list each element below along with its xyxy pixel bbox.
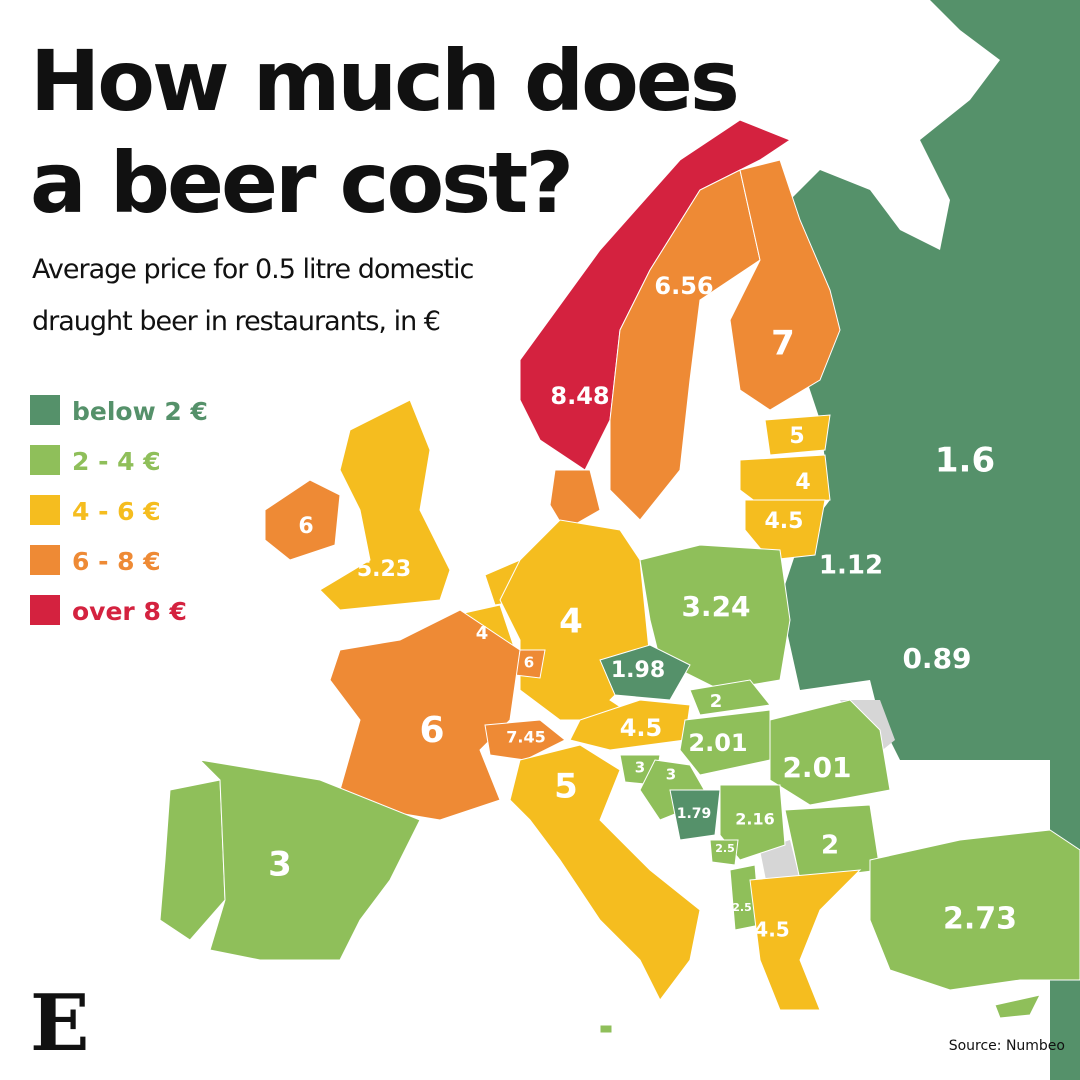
region xyxy=(198,759,421,961)
region xyxy=(729,159,841,411)
legend-swatch xyxy=(30,595,60,625)
subtitle-line: draught beer in restaurants, in € xyxy=(32,306,440,337)
region xyxy=(599,644,691,701)
region-label: 2.16 xyxy=(735,810,774,829)
legend-swatch xyxy=(30,445,60,475)
legend-label: 2 - 4 € xyxy=(72,447,161,476)
region xyxy=(764,414,831,456)
region-label: 6 xyxy=(524,654,534,672)
region-label: 2 xyxy=(821,831,839,861)
region xyxy=(484,719,566,761)
region xyxy=(639,544,791,691)
region-label: 2.5 xyxy=(116,808,144,827)
region-label: 3 xyxy=(666,766,676,784)
legend-swatch xyxy=(30,395,60,425)
region-label: 1.98 xyxy=(611,658,665,683)
legend-label: below 2 € xyxy=(72,397,208,426)
title-line: a beer cost? xyxy=(30,134,571,232)
region xyxy=(329,609,521,821)
region xyxy=(679,709,771,776)
region-label: 4.5 xyxy=(765,509,804,534)
region-label: 2 xyxy=(710,691,723,712)
region xyxy=(744,499,826,561)
land-east xyxy=(780,0,1080,1080)
region-label: 5 xyxy=(484,536,497,557)
logo: E xyxy=(30,978,89,1069)
region-label: 1.6 xyxy=(935,441,995,481)
legend-label: 4 - 6 € xyxy=(72,497,161,526)
region-label: 0.89 xyxy=(902,642,971,675)
region-label: 7 xyxy=(771,324,795,364)
region xyxy=(264,479,341,561)
region-label: 5 xyxy=(554,767,578,807)
region xyxy=(599,1024,613,1034)
region-label: 3 xyxy=(965,1002,975,1018)
region xyxy=(509,744,701,1001)
legend-label: 6 - 8 € xyxy=(72,547,161,576)
region-label: 4.5 xyxy=(754,918,789,942)
region-label: 1.12 xyxy=(819,551,883,581)
title-line: How much does xyxy=(30,32,737,130)
region-label: 5.23 xyxy=(357,557,411,582)
region-label: 3 xyxy=(635,759,645,777)
legend-swatch xyxy=(30,545,60,575)
region-label: 6.56 xyxy=(654,272,713,300)
region-label: 2.5 xyxy=(715,842,735,855)
subtitle-line: Average price for 0.5 litre domestic xyxy=(32,254,473,285)
region-label: 3.5 xyxy=(554,1018,581,1036)
region-label: 8.48 xyxy=(550,382,609,410)
region-label: 2.01 xyxy=(782,751,851,784)
source: Source: Numbeo xyxy=(949,1038,1065,1054)
region-label: 1.79 xyxy=(677,806,712,822)
region-label: 3 xyxy=(268,845,292,885)
region-label: 4.5 xyxy=(620,714,663,742)
region-label: 6 xyxy=(419,710,444,751)
region xyxy=(709,839,739,866)
region-label: 6.7 xyxy=(503,470,538,494)
region-label: 2.01 xyxy=(688,729,747,757)
region xyxy=(549,469,601,531)
region-label: 4 xyxy=(476,623,489,644)
region xyxy=(869,829,1080,991)
region xyxy=(689,679,771,716)
legend-label: over 8 € xyxy=(72,597,187,626)
region xyxy=(319,399,451,611)
region xyxy=(769,699,891,806)
region xyxy=(609,169,761,521)
region xyxy=(669,789,721,841)
region-label: 2.5 xyxy=(732,901,752,914)
region-label: 7.45 xyxy=(506,728,545,747)
region xyxy=(739,454,831,506)
region-label: 2.73 xyxy=(943,902,1017,937)
region-label: 4 xyxy=(559,602,583,642)
region xyxy=(994,994,1041,1019)
region xyxy=(749,869,862,1011)
region-label: 3.24 xyxy=(681,590,750,623)
region-label: 6 xyxy=(298,514,313,539)
region-label: 5 xyxy=(789,424,804,449)
legend-swatch xyxy=(30,495,60,525)
region-label: 4 xyxy=(795,470,810,495)
